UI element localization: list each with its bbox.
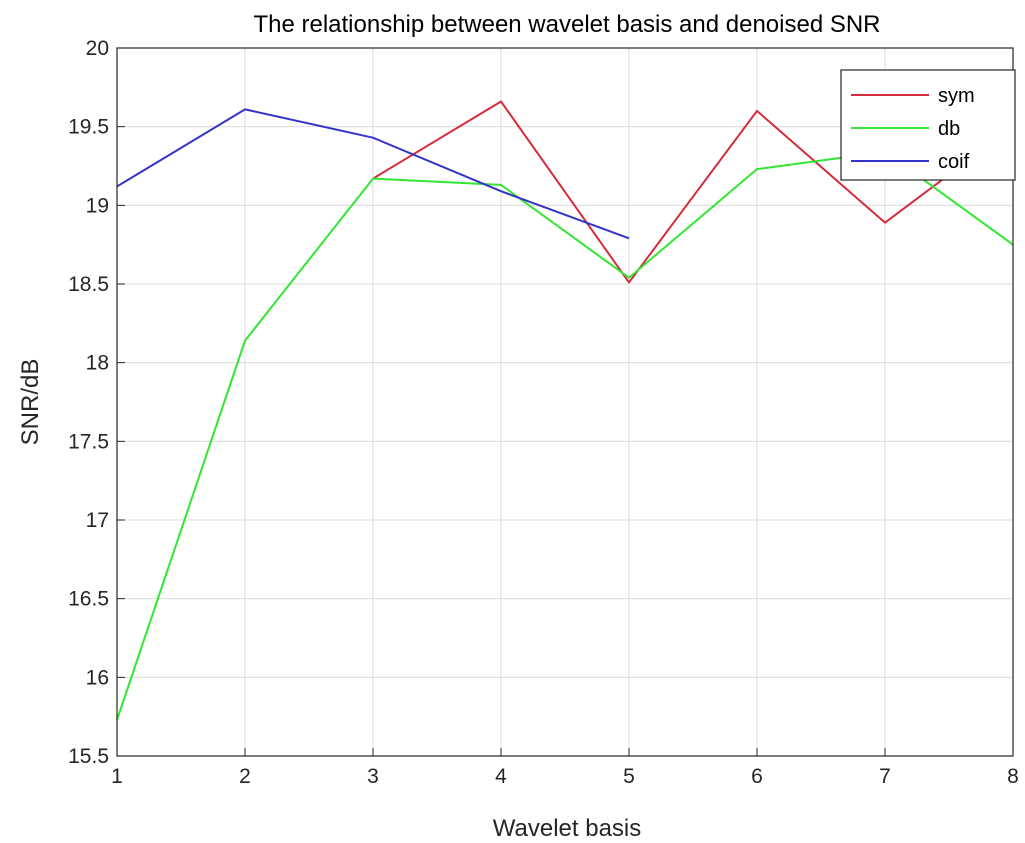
y-tick-label: 15.5 <box>68 745 109 768</box>
legend-label-coif: coif <box>938 151 970 173</box>
y-tick-label: 17 <box>86 509 109 532</box>
x-tick-label: 3 <box>367 765 379 788</box>
x-tick-label: 8 <box>1007 765 1019 788</box>
x-tick-label: 7 <box>879 765 891 788</box>
y-tick-label: 20 <box>86 37 109 60</box>
x-tick-label: 1 <box>111 765 123 788</box>
x-tick-label: 6 <box>751 765 763 788</box>
y-axis-label: SNR/dB <box>17 359 44 446</box>
y-tick-label: 19 <box>86 194 109 217</box>
legend: sym db coif <box>840 69 1016 181</box>
x-axis-label: Wavelet basis <box>493 815 642 842</box>
x-tick-label: 5 <box>623 765 635 788</box>
x-tick-label: 2 <box>239 765 251 788</box>
axes-box <box>116 47 1014 757</box>
x-tick-label: 4 <box>495 765 507 788</box>
y-tick-labels: 15.5 16 16.5 17 17.5 18 18.5 19 19.5 20 <box>68 37 109 768</box>
x-tick-labels: 1 2 3 4 5 6 7 8 <box>111 765 1019 788</box>
series-line-coif <box>116 108 630 240</box>
y-tick-label: 19.5 <box>68 116 109 139</box>
y-tick-label: 18.5 <box>68 273 109 296</box>
series-line-sym <box>372 100 1014 284</box>
legend-label-sym: sym <box>938 85 975 107</box>
y-tick-label: 17.5 <box>68 430 109 453</box>
y-tick-label: 16.5 <box>68 588 109 611</box>
chart-title: The relationship between wavelet basis a… <box>253 11 880 38</box>
legend-box <box>840 69 1016 181</box>
legend-label-db: db <box>938 118 960 140</box>
y-tick-label: 18 <box>86 352 109 375</box>
y-tick-label: 16 <box>86 666 109 689</box>
